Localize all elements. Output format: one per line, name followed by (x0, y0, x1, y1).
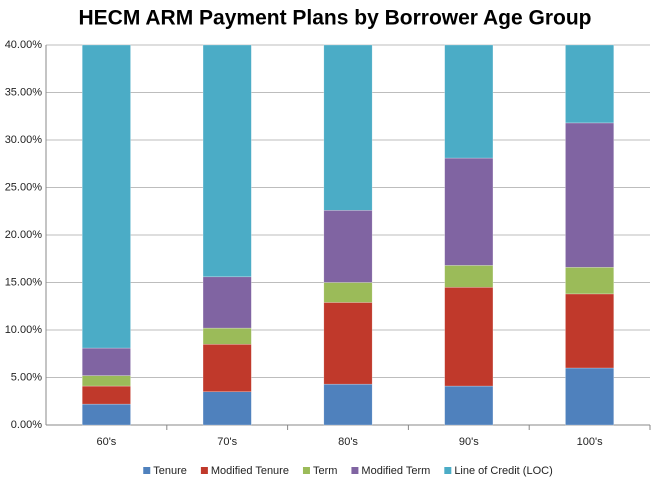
legend-swatch (302, 467, 310, 474)
y-tick-label: 25.00% (5, 181, 43, 193)
y-tick-label: 20.00% (5, 229, 43, 241)
bar-segment (565, 293, 615, 369)
legend-swatch (444, 467, 452, 474)
x-tick-label: 60's (96, 436, 116, 448)
y-tick-label: 10.00% (5, 324, 43, 336)
x-tick-label: 80's (338, 436, 358, 448)
bar-segment (444, 385, 494, 426)
bar-segment (444, 265, 494, 288)
bar-segment (202, 344, 252, 392)
x-tick-label: 90's (459, 436, 479, 448)
bar-segment (444, 157, 494, 266)
legend-swatch (351, 467, 359, 474)
bar-segment (565, 267, 615, 295)
legend-swatch (200, 467, 208, 474)
y-tick-label: 0.00% (11, 419, 42, 431)
bar-segment (444, 44, 494, 159)
bar-segment (565, 122, 615, 268)
bar-segment (81, 385, 131, 405)
y-tick-label: 30.00% (5, 134, 43, 146)
legend-label: Modified Tenure (211, 465, 289, 477)
bar-segment (81, 403, 131, 426)
bar-segment (202, 327, 252, 345)
bar-segment (565, 44, 615, 124)
x-tick-label: 70's (217, 436, 237, 448)
legend-label: Modified Term (361, 465, 430, 477)
bar-segment (323, 383, 373, 426)
bar-segment (202, 44, 252, 278)
y-tick-label: 5.00% (11, 371, 42, 383)
chart-title: HECM ARM Payment Plans by Borrower Age G… (78, 7, 591, 30)
bar-segment (81, 44, 131, 349)
bar-segment (323, 210, 373, 283)
bar-segment (444, 287, 494, 387)
bar-segment (323, 302, 373, 385)
bar-segment (202, 276, 252, 329)
legend-label: Tenure (153, 465, 187, 477)
legend-label: Term (313, 465, 337, 477)
bar-segment (81, 347, 131, 376)
bar-segment (323, 282, 373, 303)
legend-label: Line of Credit (LOC) (454, 465, 552, 477)
y-tick-label: 15.00% (5, 276, 43, 288)
y-tick-label: 35.00% (5, 86, 43, 98)
bar-segment (323, 44, 373, 211)
bar-segment (202, 391, 252, 426)
bar-segment (81, 375, 131, 387)
bar-segment (565, 367, 615, 426)
legend-swatch (143, 467, 151, 474)
x-tick-label: 100's (577, 436, 603, 448)
y-tick-label: 40.00% (5, 39, 43, 51)
